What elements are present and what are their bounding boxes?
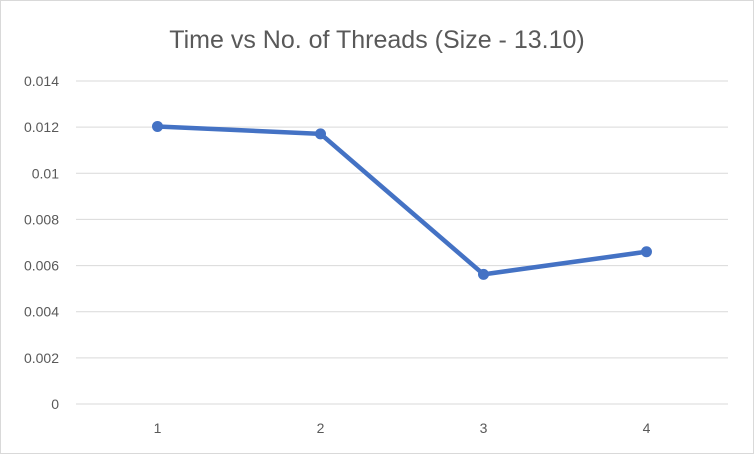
y-tick-label: 0.008 bbox=[24, 211, 59, 227]
y-tick-label: 0.002 bbox=[24, 350, 59, 366]
data-point bbox=[641, 246, 652, 258]
x-tick-label: 2 bbox=[317, 420, 325, 436]
series-line bbox=[155, 124, 649, 277]
series-layer bbox=[152, 120, 652, 280]
data-point bbox=[152, 120, 163, 132]
x-tick-label: 3 bbox=[480, 420, 488, 436]
y-tick-label: 0.01 bbox=[32, 165, 59, 181]
data-point bbox=[315, 128, 326, 140]
y-tick-label: 0.004 bbox=[24, 304, 59, 320]
gridlines bbox=[76, 80, 728, 405]
y-axis-tick-labels: 0 0.002 0.004 0.006 0.008 0.01 0.012 0.014 bbox=[24, 73, 59, 412]
y-tick-label: 0.012 bbox=[24, 119, 59, 135]
x-tick-label: 1 bbox=[154, 420, 162, 436]
x-axis-tick-labels: 1 2 3 4 bbox=[154, 420, 651, 436]
data-point bbox=[478, 268, 489, 280]
y-tick-label: 0 bbox=[51, 396, 59, 412]
x-tick-label: 4 bbox=[643, 420, 651, 436]
chart-title: Time vs No. of Threads (Size - 13.10) bbox=[169, 26, 584, 54]
y-tick-label: 0.014 bbox=[24, 73, 59, 89]
y-tick-label: 0.006 bbox=[24, 258, 59, 274]
